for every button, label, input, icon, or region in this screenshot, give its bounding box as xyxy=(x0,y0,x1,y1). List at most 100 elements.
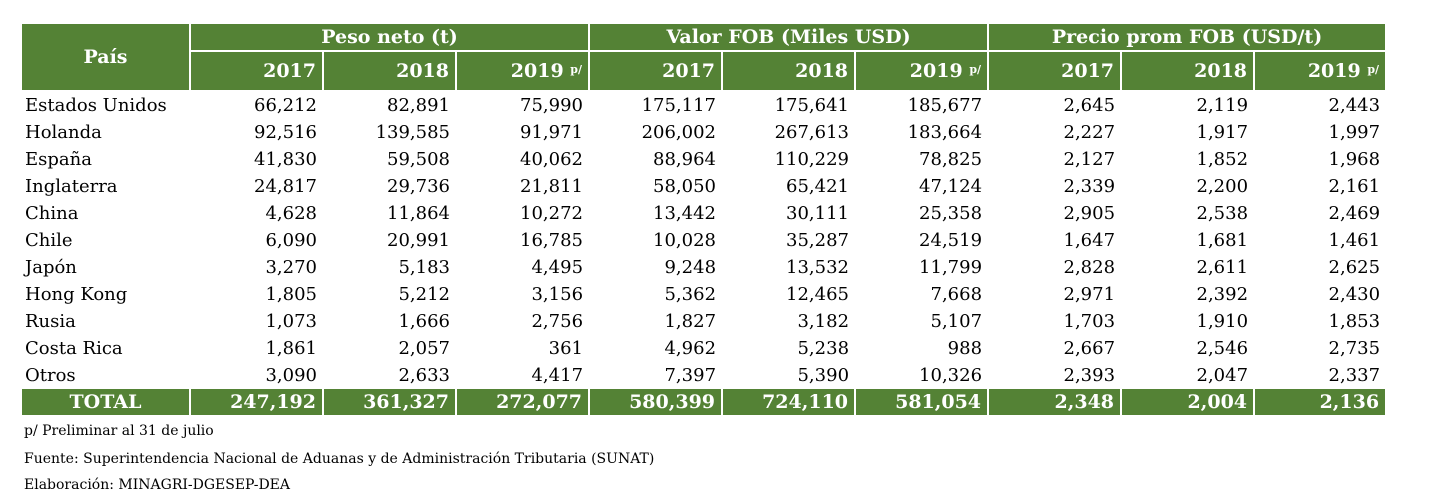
value-cell: 11,799 xyxy=(919,257,983,278)
country-cell: Otros xyxy=(25,365,76,386)
year-label: 2017 xyxy=(1061,60,1115,82)
value-cell: 185,677 xyxy=(907,95,983,116)
value-cell: 2,443 xyxy=(1328,95,1381,116)
export-table-container: País Peso neto (t) Valor FOB (Miles USD)… xyxy=(20,24,1388,415)
value-cell: 183,664 xyxy=(907,122,983,143)
value-cell: 78,825 xyxy=(919,149,983,170)
value-cell: 3,156 xyxy=(531,284,584,305)
total-value-cell: 361,327 xyxy=(322,389,457,415)
value-cell: 9,248 xyxy=(664,257,717,278)
value-cell: 3,182 xyxy=(797,311,850,332)
year-header: 2019 p/ xyxy=(1253,51,1388,90)
value-cell: 1,681 xyxy=(1196,230,1249,251)
value-cell: 10,272 xyxy=(520,203,584,224)
value-cell: 2,971 xyxy=(1063,284,1116,305)
source-note: Fuente: Superintendencia Nacional de Adu… xyxy=(24,451,655,467)
value-cell: 2,645 xyxy=(1063,95,1116,116)
value-cell: 4,628 xyxy=(265,203,317,224)
value-cell: 4,495 xyxy=(531,257,584,278)
country-cell: Inglaterra xyxy=(25,176,118,197)
value-cell: 1,853 xyxy=(1328,311,1381,332)
value-cell: 2,633 xyxy=(398,365,450,386)
year-header: 2018 xyxy=(1120,51,1256,90)
value-cell: 2,200 xyxy=(1196,176,1249,197)
preliminary-mark: p/ xyxy=(1367,63,1380,76)
value-cell: 29,736 xyxy=(387,176,450,197)
total-value-cell: 581,054 xyxy=(854,389,990,415)
value-cell: 1,910 xyxy=(1196,311,1249,332)
value-cell: 2,756 xyxy=(531,311,584,332)
value-cell: 2,392 xyxy=(1196,284,1249,305)
value-cell: 82,891 xyxy=(387,95,450,116)
value-cell: 2,735 xyxy=(1328,338,1381,359)
value-cell: 5,212 xyxy=(398,284,450,305)
preliminary-note: p/ Preliminar al 31 de julio xyxy=(24,423,214,439)
value-cell: 20,991 xyxy=(387,230,450,251)
table-row: Holanda 92,516 139,585 91,971 206,002 267,613… xyxy=(21,119,1386,146)
value-cell: 16,785 xyxy=(520,230,584,251)
year-label: 2019 xyxy=(510,60,564,82)
preliminary-mark: p/ xyxy=(570,63,583,76)
value-cell: 13,442 xyxy=(653,203,717,224)
value-cell: 2,161 xyxy=(1328,176,1381,197)
value-cell: 6,090 xyxy=(265,230,317,251)
table-body: Estados Unidos 66,212 82,891 75,990 175,117 1… xyxy=(21,90,1386,389)
value-cell: 92,516 xyxy=(254,122,317,143)
total-label: TOTAL xyxy=(20,389,191,415)
value-cell: 2,127 xyxy=(1063,149,1116,170)
elaboration-note: Elaboración: MINAGRI-DGESEP-DEA xyxy=(24,477,290,493)
value-cell: 206,002 xyxy=(641,122,717,143)
preliminary-mark: p/ xyxy=(969,63,982,76)
value-cell: 2,227 xyxy=(1063,122,1116,143)
group-header-valor-fob: Valor FOB (Miles USD) xyxy=(588,24,990,52)
value-cell: 59,508 xyxy=(387,149,450,170)
group-header-precio-prom: Precio prom FOB (USD/t) xyxy=(987,24,1388,52)
value-cell: 2,538 xyxy=(1196,203,1249,224)
year-label: 2019 xyxy=(909,60,963,82)
year-header: 2017 xyxy=(588,51,724,90)
value-cell: 88,964 xyxy=(653,149,717,170)
table-row: Japón 3,270 5,183 4,495 9,248 13,532 11,799 2,8… xyxy=(21,254,1386,281)
value-cell: 10,028 xyxy=(653,230,717,251)
value-cell: 3,090 xyxy=(265,365,317,386)
value-cell: 2,339 xyxy=(1063,176,1116,197)
value-cell: 1,461 xyxy=(1328,230,1381,251)
value-cell: 2,625 xyxy=(1328,257,1381,278)
value-cell: 13,532 xyxy=(786,257,850,278)
value-cell: 1,917 xyxy=(1196,122,1249,143)
value-cell: 47,124 xyxy=(919,176,983,197)
table-header: País Peso neto (t) Valor FOB (Miles USD)… xyxy=(20,24,1388,90)
table-row: Otros 3,090 2,633 4,417 7,397 5,390 10,326 2,39… xyxy=(21,362,1386,389)
value-cell: 2,905 xyxy=(1063,203,1116,224)
country-column-header: País xyxy=(20,24,191,90)
value-cell: 2,828 xyxy=(1063,257,1116,278)
value-cell: 2,611 xyxy=(1196,257,1249,278)
value-cell: 4,417 xyxy=(531,365,584,386)
value-cell: 2,337 xyxy=(1328,365,1381,386)
total-value-cell: 724,110 xyxy=(721,389,857,415)
year-header: 2019 p/ xyxy=(854,51,990,90)
value-cell: 65,421 xyxy=(786,176,850,197)
table-row: Inglaterra 24,817 29,736 21,811 58,050 65,421… xyxy=(21,173,1386,200)
value-cell: 11,864 xyxy=(387,203,450,224)
value-cell: 2,667 xyxy=(1063,338,1116,359)
country-cell: Hong Kong xyxy=(25,284,128,305)
total-value-cell: 2,004 xyxy=(1120,389,1256,415)
value-cell: 58,050 xyxy=(653,176,717,197)
country-cell: Estados Unidos xyxy=(25,95,167,116)
value-cell: 91,971 xyxy=(520,122,584,143)
value-cell: 2,057 xyxy=(398,338,450,359)
country-cell: Costa Rica xyxy=(25,338,123,359)
table-row: China 4,628 11,864 10,272 13,442 30,111 25,358… xyxy=(21,200,1386,227)
value-cell: 2,430 xyxy=(1328,284,1381,305)
year-header: 2018 xyxy=(322,51,457,90)
value-cell: 66,212 xyxy=(254,95,317,116)
country-cell: Chile xyxy=(25,230,73,251)
value-cell: 12,465 xyxy=(786,284,850,305)
year-header: 2018 xyxy=(721,51,857,90)
year-header: 2017 xyxy=(987,51,1123,90)
table-footer: TOTAL 247,192 361,327 272,077 580,399 724,110… xyxy=(20,389,1388,415)
value-cell: 4,962 xyxy=(664,338,717,359)
year-label: 2018 xyxy=(1194,60,1248,82)
country-cell: Rusia xyxy=(25,311,76,332)
